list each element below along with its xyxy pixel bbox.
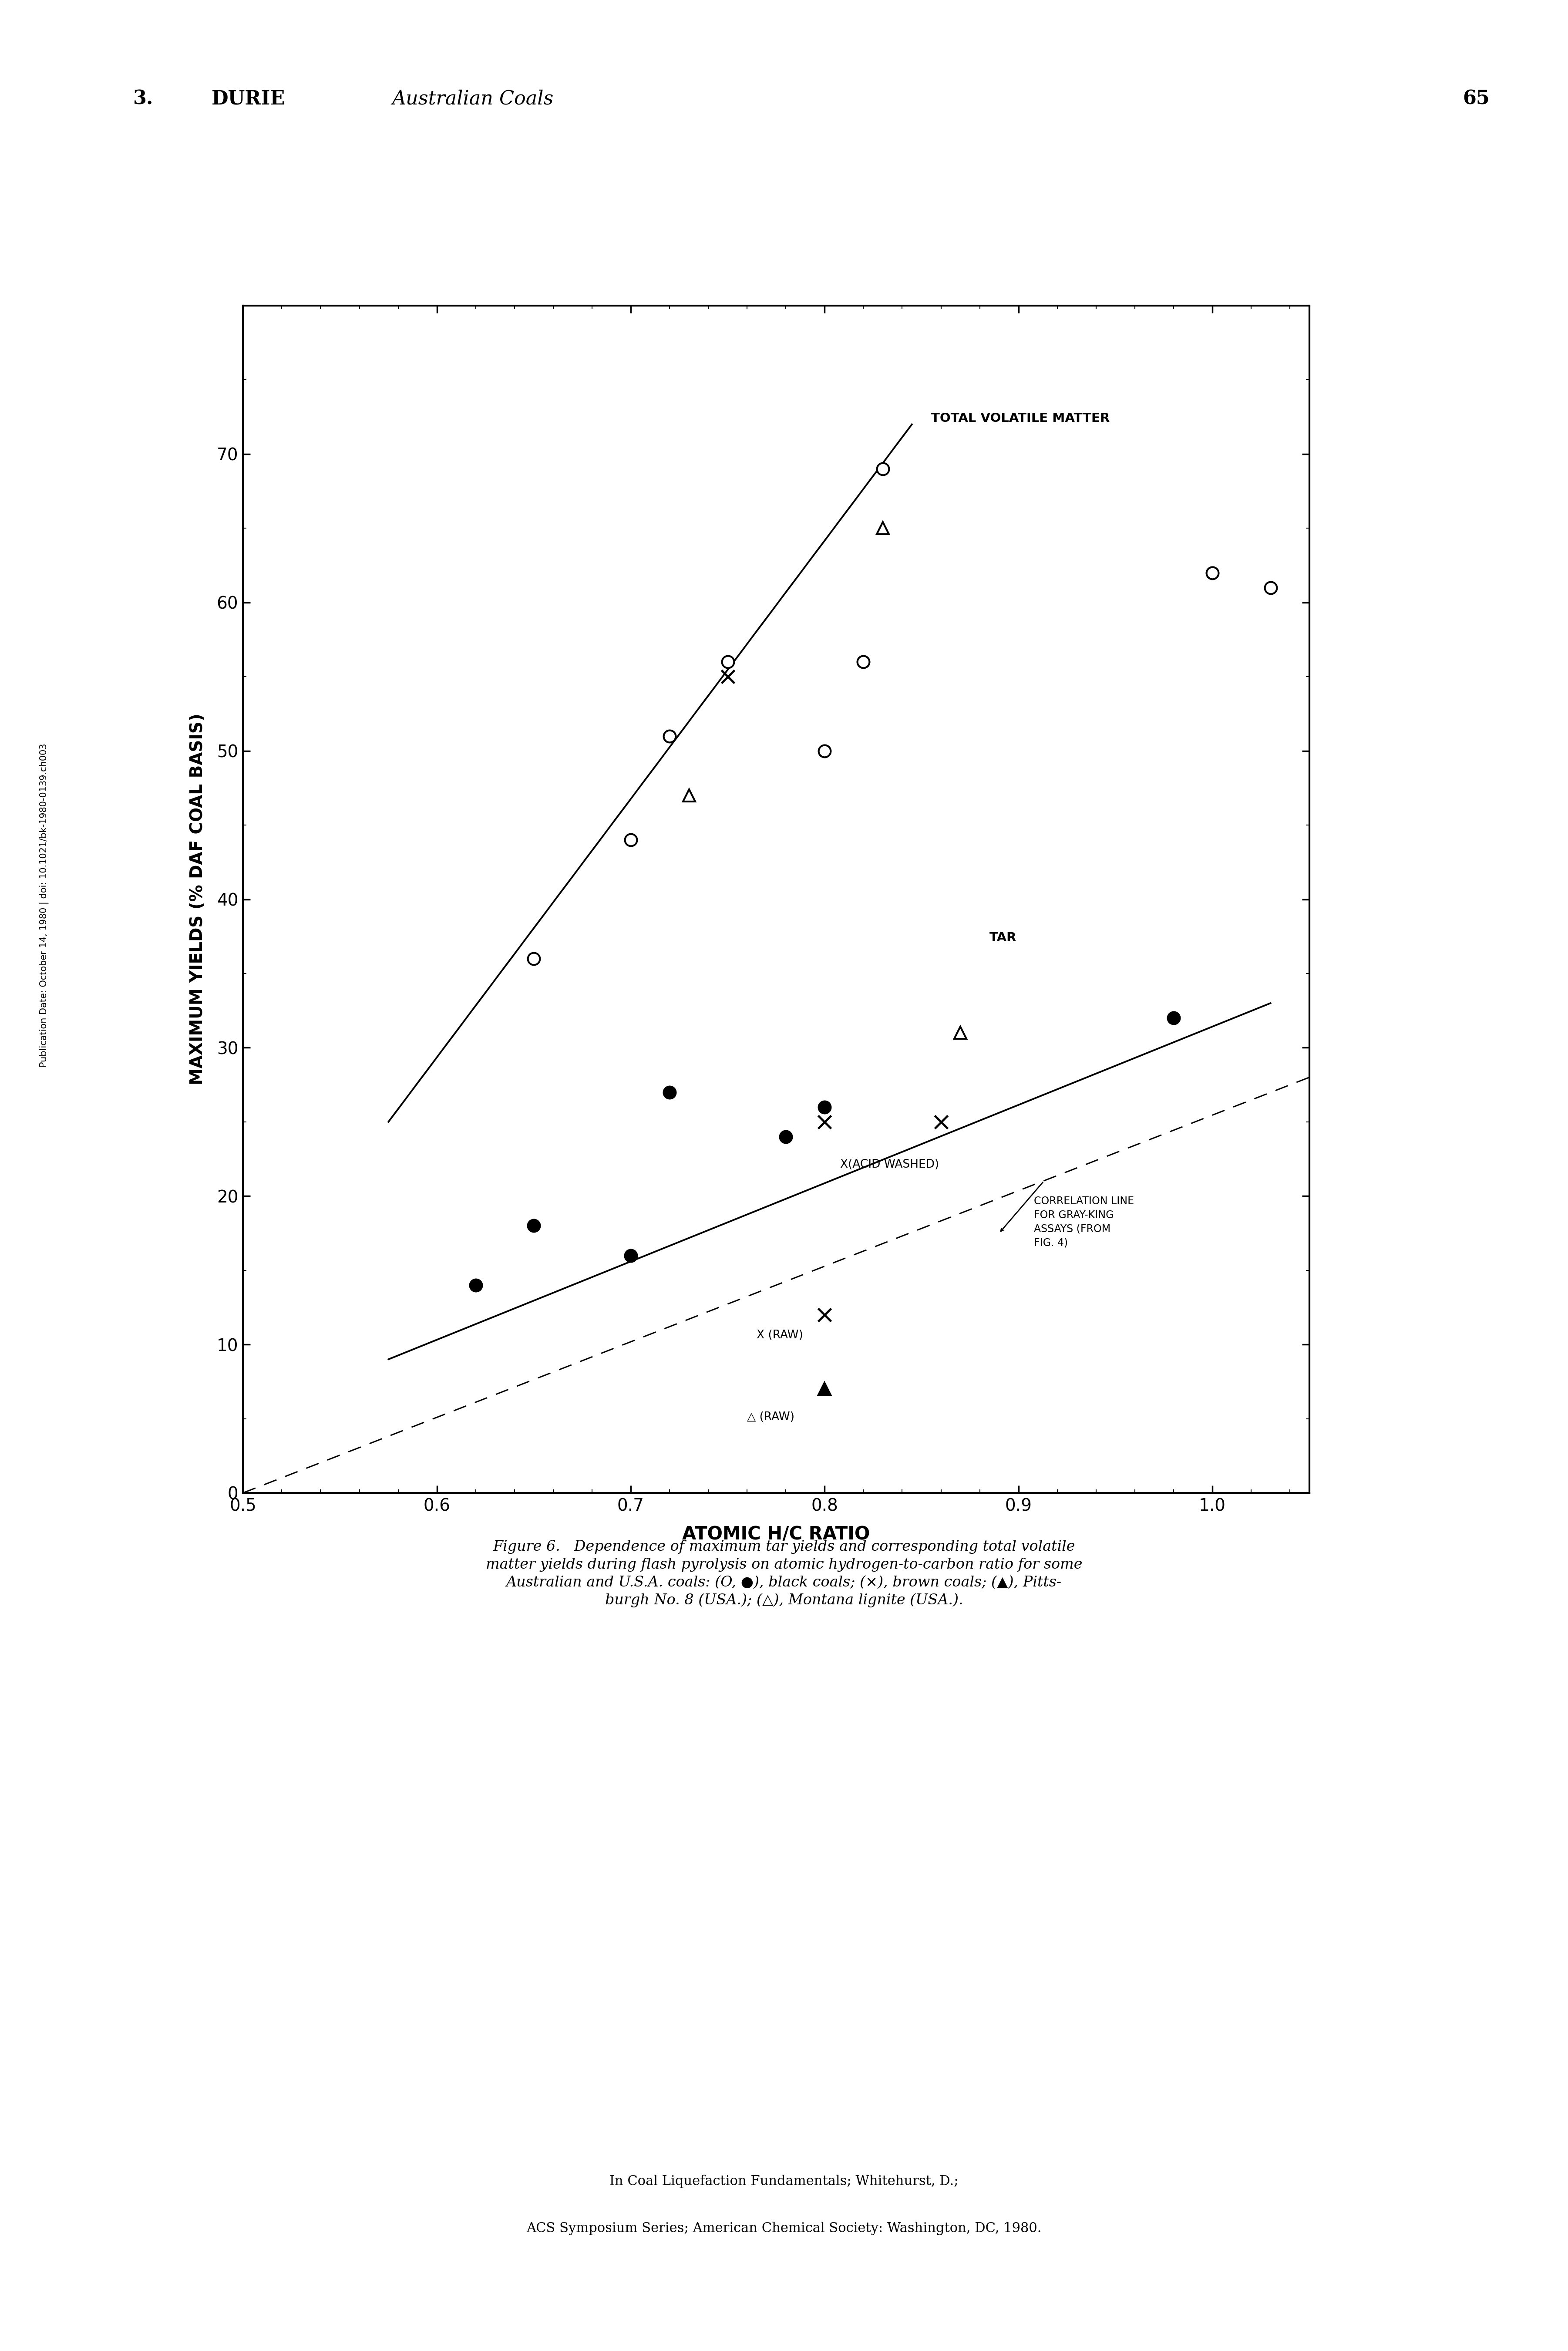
- Text: 65: 65: [1463, 89, 1490, 108]
- Text: X(ACID WASHED): X(ACID WASHED): [840, 1159, 939, 1171]
- Text: Publication Date: October 14, 1980 | doi: 10.1021/bk-1980-0139.ch003: Publication Date: October 14, 1980 | doi…: [39, 743, 49, 1067]
- X-axis label: ATOMIC H/C RATIO: ATOMIC H/C RATIO: [682, 1526, 870, 1545]
- Text: 3.: 3.: [133, 89, 154, 108]
- Text: X (RAW): X (RAW): [757, 1331, 803, 1340]
- Text: Australian Coals: Australian Coals: [392, 89, 554, 108]
- Text: TOTAL VOLATILE MATTER: TOTAL VOLATILE MATTER: [931, 411, 1110, 426]
- Text: ACS Symposium Series; American Chemical Society: Washington, DC, 1980.: ACS Symposium Series; American Chemical …: [527, 2222, 1041, 2236]
- Text: Figure 6.   Dependence of maximum tar yields and corresponding total volatile
ma: Figure 6. Dependence of maximum tar yiel…: [486, 1540, 1082, 1608]
- Y-axis label: MAXIMUM YIELDS (% DAF COAL BASIS): MAXIMUM YIELDS (% DAF COAL BASIS): [190, 712, 205, 1086]
- Text: TAR: TAR: [989, 931, 1016, 943]
- Text: △ (RAW): △ (RAW): [746, 1411, 795, 1422]
- Text: DURIE: DURIE: [212, 89, 285, 108]
- Text: CORRELATION LINE
FOR GRAY-KING
ASSAYS (FROM
FIG. 4): CORRELATION LINE FOR GRAY-KING ASSAYS (F…: [1033, 1197, 1134, 1248]
- Text: In Coal Liquefaction Fundamentals; Whitehurst, D.;: In Coal Liquefaction Fundamentals; White…: [610, 2175, 958, 2189]
